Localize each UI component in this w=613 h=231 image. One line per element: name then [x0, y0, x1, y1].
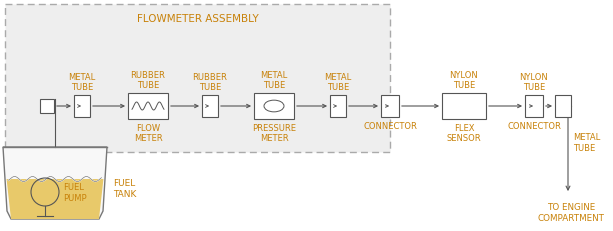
Text: FLOWMETER ASSEMBLY: FLOWMETER ASSEMBLY — [137, 14, 258, 24]
Text: METAL
TUBE: METAL TUBE — [261, 70, 287, 90]
Text: FLEX
SENSOR: FLEX SENSOR — [447, 123, 481, 143]
Text: FUEL
TANK: FUEL TANK — [113, 178, 136, 198]
Text: RUBBER
TUBE: RUBBER TUBE — [192, 72, 227, 92]
Text: CONNECTOR: CONNECTOR — [363, 122, 417, 131]
Bar — [442, 94, 486, 119]
Text: CONNECTOR: CONNECTOR — [507, 122, 561, 131]
Bar — [128, 94, 168, 119]
Text: METAL
TUBE: METAL TUBE — [573, 133, 600, 152]
Bar — [525, 96, 543, 118]
Text: FLOW
METER: FLOW METER — [134, 123, 162, 143]
Text: TO ENGINE
COMPARTMENT: TO ENGINE COMPARTMENT — [538, 202, 604, 222]
Text: METAL
TUBE: METAL TUBE — [69, 72, 96, 92]
Polygon shape — [3, 147, 107, 219]
Bar — [381, 96, 399, 118]
Text: PRESSURE
METER: PRESSURE METER — [252, 123, 296, 143]
Bar — [254, 94, 294, 119]
Bar — [40, 100, 54, 113]
Bar — [555, 96, 571, 118]
Ellipse shape — [264, 101, 284, 112]
Bar — [74, 96, 90, 118]
FancyBboxPatch shape — [5, 5, 390, 152]
Polygon shape — [7, 179, 104, 219]
Bar — [202, 96, 218, 118]
Bar — [330, 96, 346, 118]
Text: FUEL
PUMP: FUEL PUMP — [63, 182, 86, 202]
Text: NYLON
TUBE: NYLON TUBE — [520, 72, 549, 92]
Text: METAL
TUBE: METAL TUBE — [324, 72, 352, 92]
Text: NYLON
TUBE: NYLON TUBE — [449, 70, 478, 90]
Text: RUBBER
TUBE: RUBBER TUBE — [131, 70, 166, 90]
